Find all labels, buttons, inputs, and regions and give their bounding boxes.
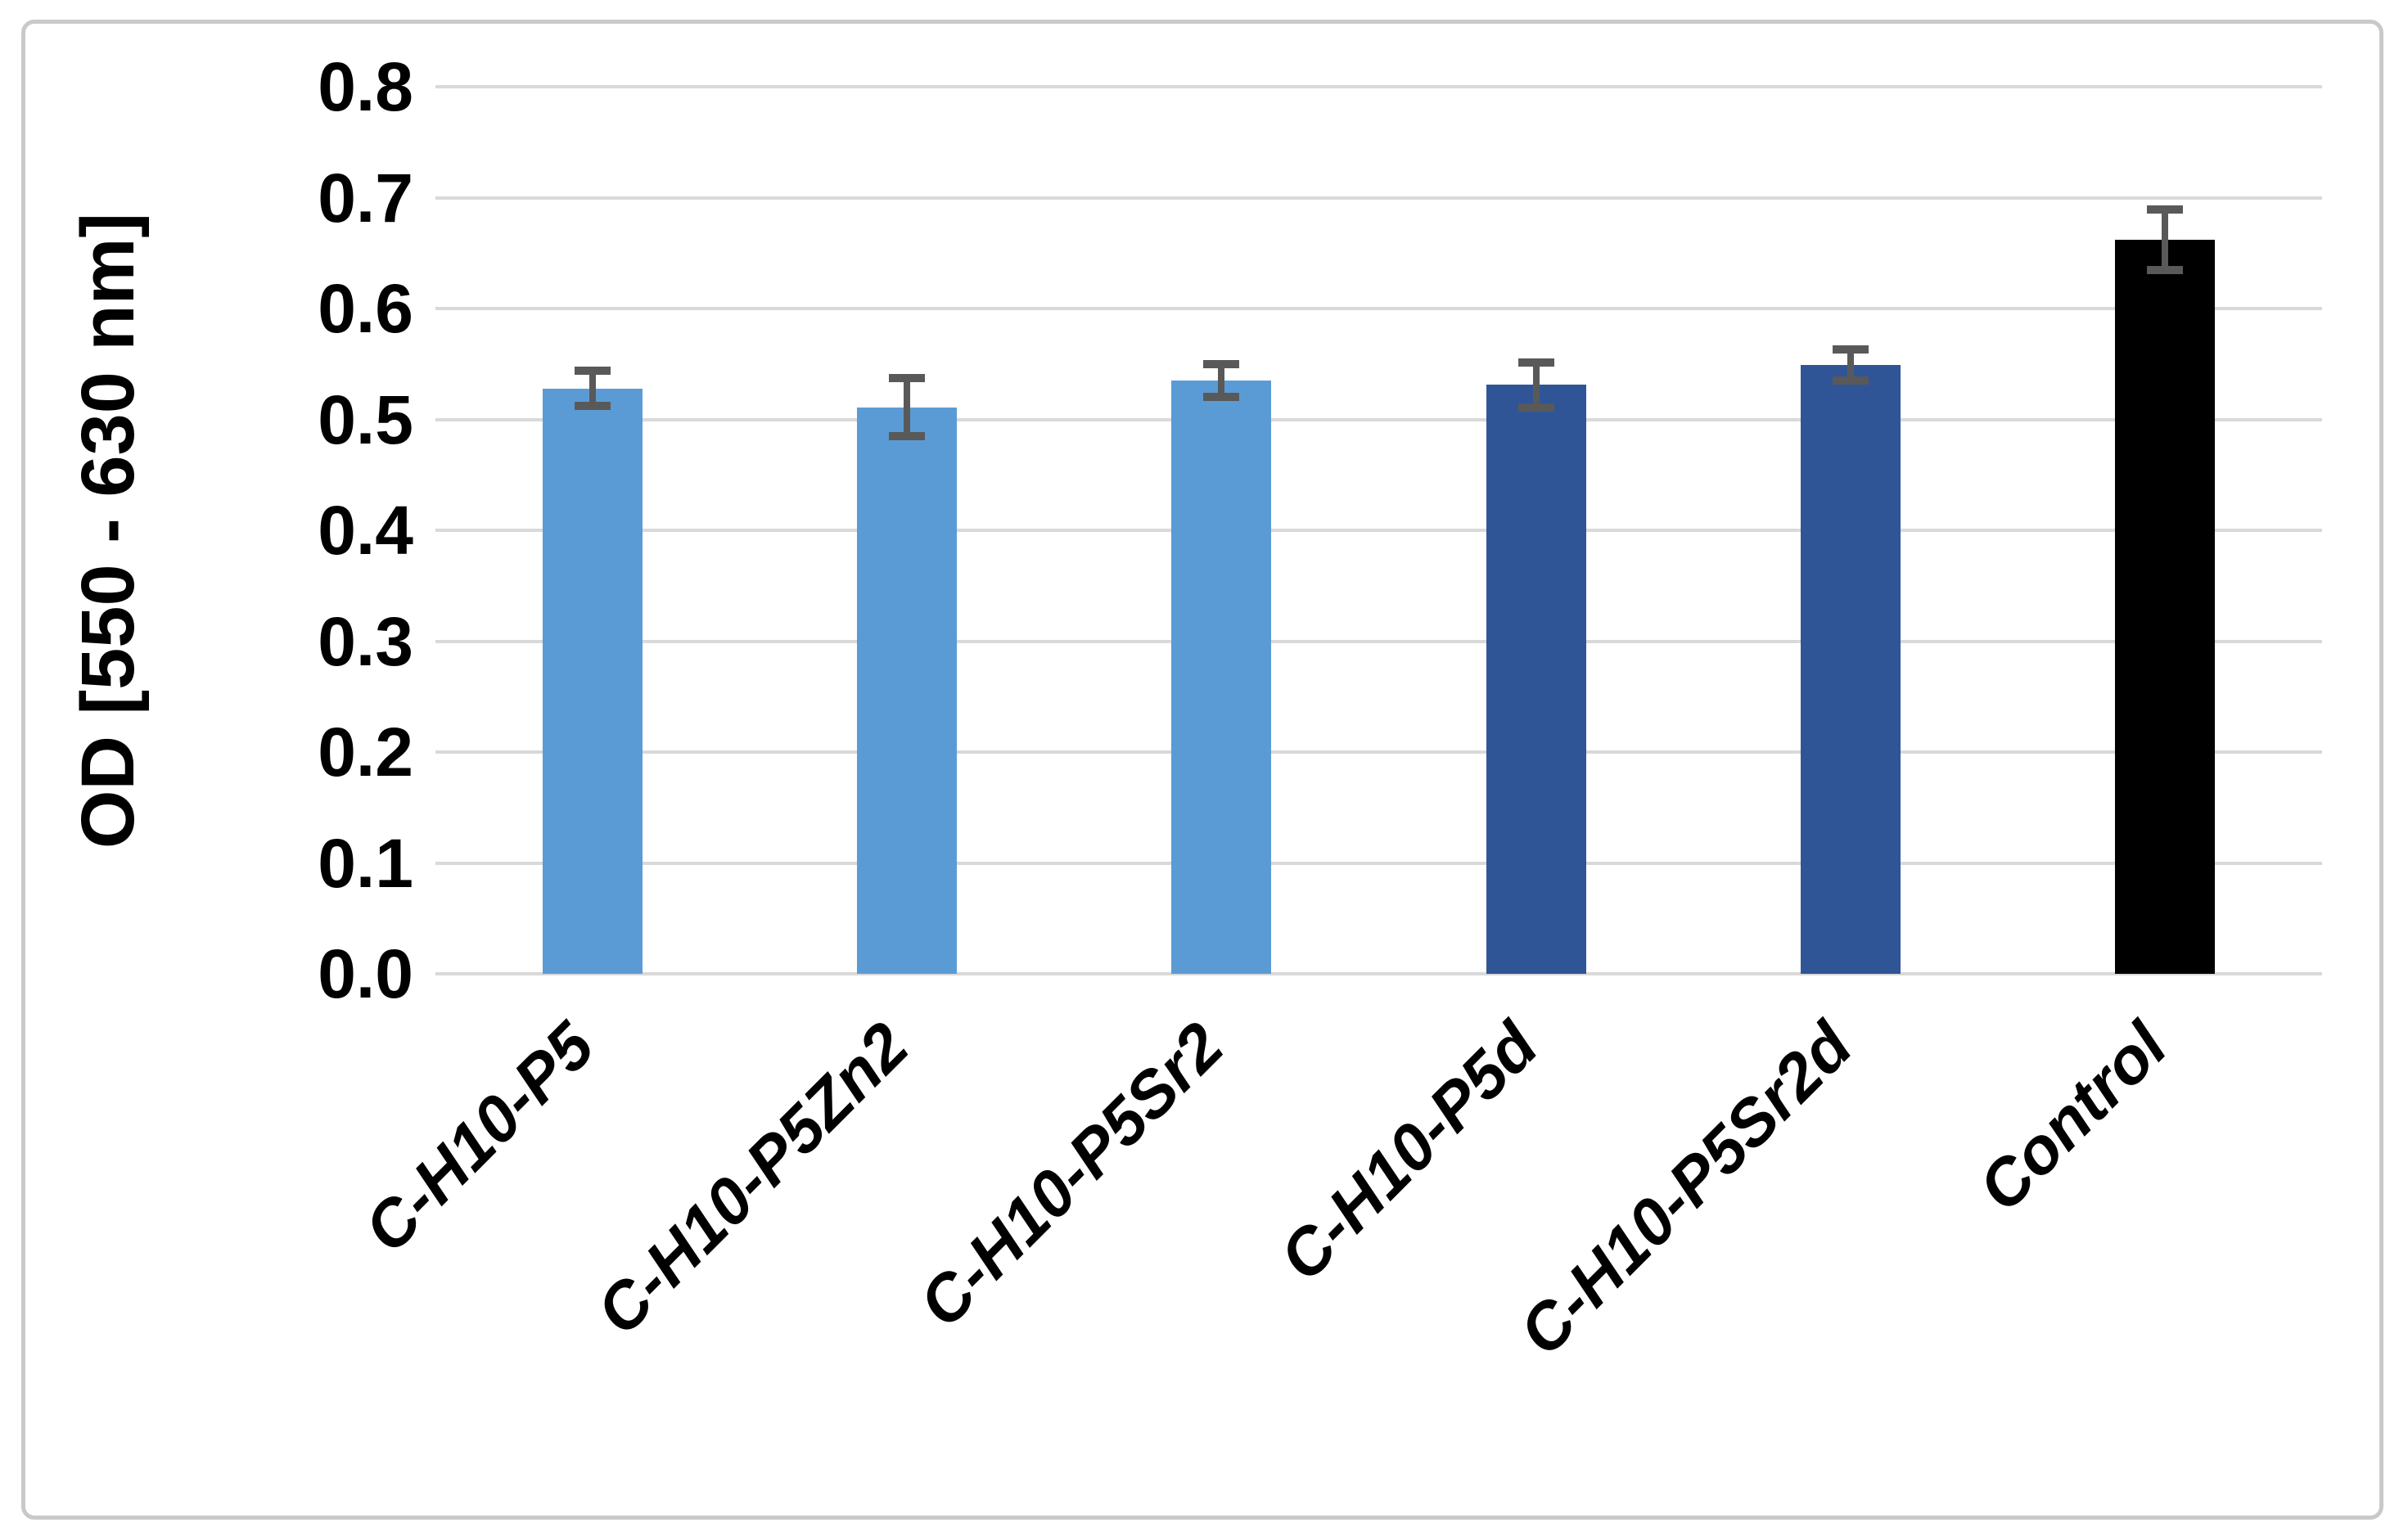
error-bar-cap-top-Control: [2146, 205, 2183, 214]
gridline-0.5: [435, 417, 2322, 421]
error-bar-line-C-H10-P5d: [1532, 363, 1540, 408]
gridline-0.7: [435, 196, 2322, 200]
error-bar-cap-bottom-C-H10-P5d: [1517, 403, 1554, 412]
error-bar-line-C-H10-P5: [589, 370, 597, 407]
error-bar-cap-top-C-H10-P5d: [1517, 358, 1554, 367]
error-bar-line-C-H10-P5Zn2: [904, 378, 911, 436]
gridline-0.6: [435, 307, 2322, 310]
bar-C-H10-P5Sr2: [1171, 381, 1272, 974]
error-bar-cap-bottom-C-H10-P5Zn2: [889, 431, 926, 440]
y-tick-label-0.3: 0.3: [318, 602, 413, 680]
error-bar-cap-top-C-H10-P5Zn2: [889, 374, 926, 383]
gridline-0.3: [435, 639, 2322, 643]
gridline-0.1: [435, 861, 2322, 865]
error-bar-cap-bottom-C-H10-P5: [575, 402, 611, 411]
gridline-0.4: [435, 529, 2322, 532]
gridline-0.2: [435, 750, 2322, 754]
y-tick-label-0.1: 0.1: [318, 824, 413, 902]
error-bar-cap-bottom-Control: [2146, 265, 2183, 274]
error-bar-cap-bottom-C-H10-P5Sr2: [1203, 393, 1240, 402]
error-bar-cap-top-C-H10-P5: [575, 366, 611, 375]
error-bar-line-C-H10-P5Sr2d: [1847, 349, 1854, 381]
error-bar-cap-top-C-H10-P5Sr2: [1203, 359, 1240, 368]
y-tick-label-0.8: 0.8: [318, 48, 413, 125]
bar-C-H10-P5Zn2: [857, 407, 958, 974]
bar-C-H10-P5Sr2d: [1800, 365, 1901, 974]
gridline-0.0: [435, 972, 2322, 975]
y-tick-label-0.4: 0.4: [318, 492, 413, 569]
bar-Control: [2114, 239, 2215, 974]
error-bar-line-Control: [2161, 209, 2168, 270]
y-axis-title: OD [550 - 630 nm]: [65, 212, 150, 849]
bar-C-H10-P5d: [1486, 385, 1586, 974]
y-tick-label-0.6: 0.6: [318, 270, 413, 347]
bar-C-H10-P5: [543, 388, 643, 974]
gridline-0.8: [435, 85, 2322, 88]
error-bar-cap-bottom-C-H10-P5Sr2d: [1832, 376, 1869, 385]
y-tick-label-0.5: 0.5: [318, 381, 413, 458]
error-bar-line-C-H10-P5Sr2: [1218, 363, 1225, 398]
y-tick-label-0.7: 0.7: [318, 159, 413, 236]
y-tick-label-0.0: 0.0: [318, 935, 413, 1012]
error-bar-cap-top-C-H10-P5Sr2d: [1832, 345, 1869, 354]
y-tick-label-0.2: 0.2: [318, 714, 413, 791]
